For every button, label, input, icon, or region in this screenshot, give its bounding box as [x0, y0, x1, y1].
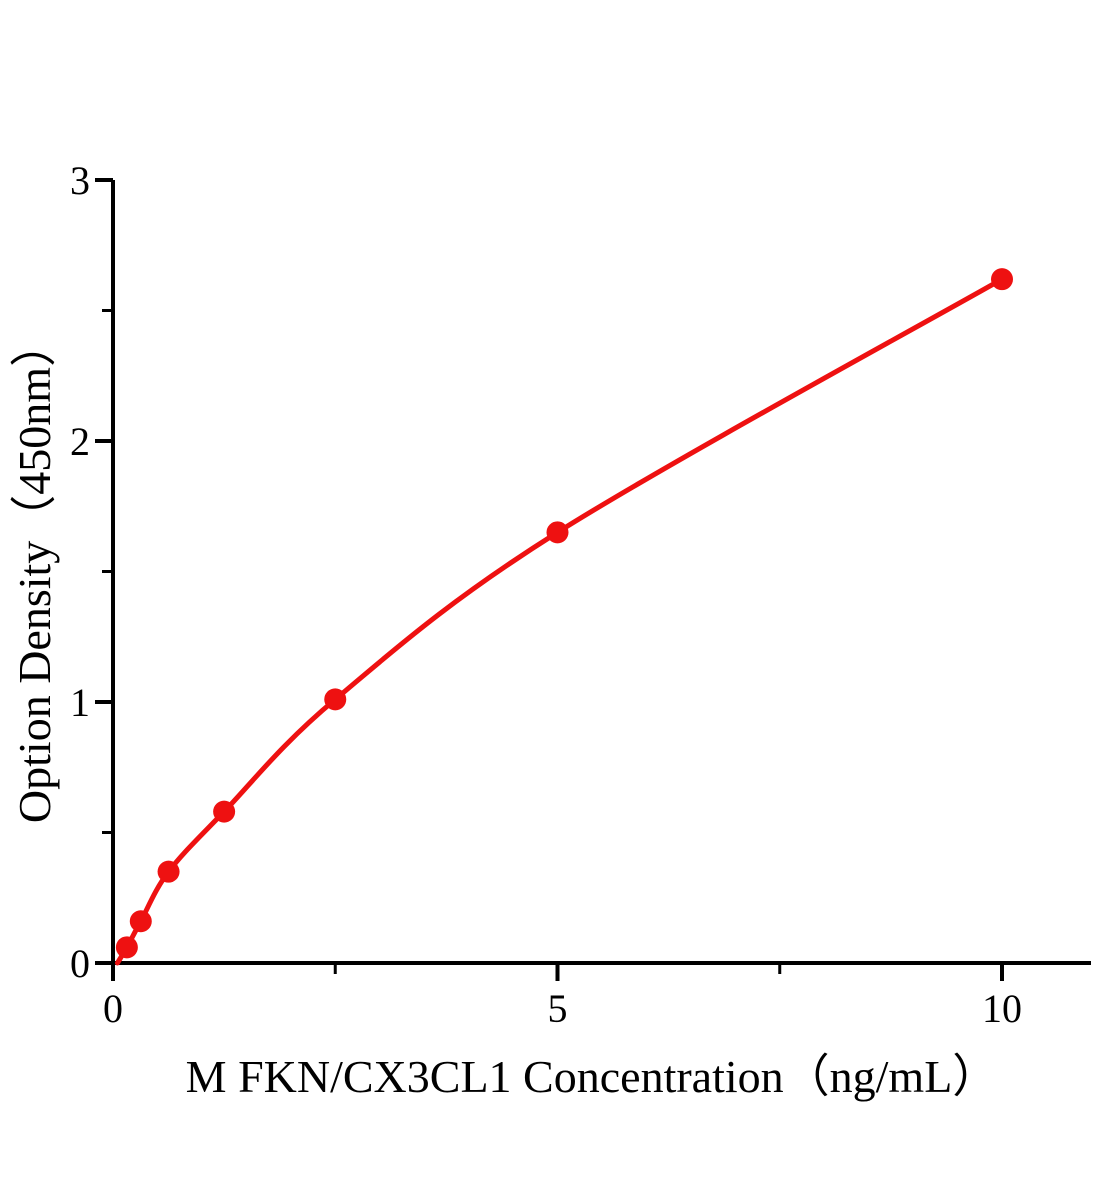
data-point	[115, 936, 138, 959]
y-axis-tick-label: 1	[70, 680, 90, 725]
x-axis-tick-label: 5	[548, 986, 568, 1031]
y-axis-title: Option Density（450nm）	[9, 321, 60, 823]
fitted-curve	[114, 276, 1005, 966]
x-axis-title: M FKN/CX3CL1 Concentration（ng/mL）	[186, 1051, 999, 1102]
x-axis-tick-label: 10	[982, 986, 1022, 1031]
y-axis-tick-label: 0	[70, 941, 90, 986]
data-point	[324, 688, 347, 711]
x-axis-tick-label: 0	[103, 986, 123, 1031]
y-axis-tick-label: 2	[70, 419, 90, 464]
data-point	[991, 268, 1013, 291]
data-point	[213, 800, 236, 823]
axes-layer: 0 5 10 0 1 2 3	[70, 158, 1091, 1031]
data-series-layer	[114, 268, 1013, 966]
data-point	[546, 521, 569, 544]
data-point	[129, 910, 152, 933]
data-point	[157, 860, 180, 883]
y-axis-tick-label: 3	[70, 158, 90, 203]
